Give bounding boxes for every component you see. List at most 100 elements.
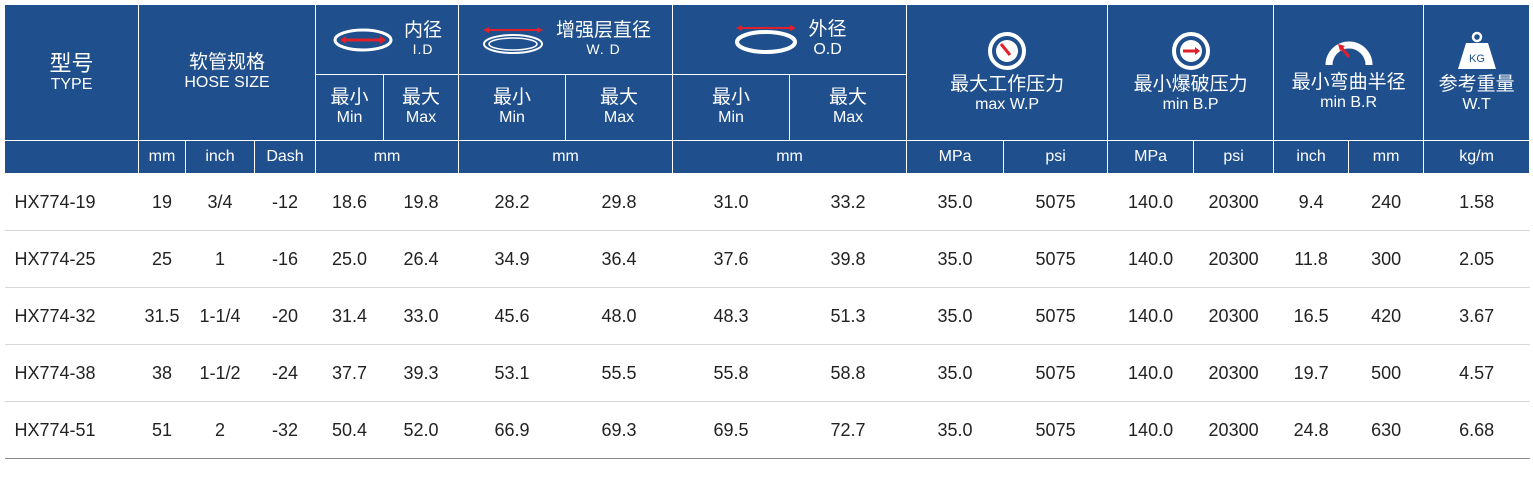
unit-od-mm: mm	[672, 140, 908, 174]
cell-model: HX774-38	[4, 344, 139, 402]
header-wd-en: W. D	[586, 41, 621, 58]
header-hose-size: 软管规格 HOSE SIZE	[137, 4, 317, 141]
cell-od-min: 37.6	[672, 230, 790, 288]
header-od-min: 最小 Min	[672, 74, 791, 141]
header-id-en: I.D	[412, 41, 434, 58]
cell-wp-psi: 5075	[1003, 344, 1108, 402]
cell-bp-mpa: 140.0	[1107, 401, 1194, 459]
header-wd-zh: 增强层直径	[556, 20, 652, 42]
cell-mm: 38	[138, 344, 186, 402]
header-wt: KG 参考重量 W.T	[1423, 4, 1531, 141]
cell-wd-min: 28.2	[458, 173, 566, 231]
header-id-min-zh: 最小	[330, 87, 369, 109]
cell-bp-mpa: 140.0	[1107, 230, 1194, 288]
cell-br-mm: 500	[1348, 344, 1424, 402]
cell-wp-psi: 5075	[1003, 230, 1108, 288]
cell-wp-psi: 5075	[1003, 401, 1108, 459]
cell-br-inch: 16.5	[1273, 287, 1349, 345]
pressure-gauge-icon	[987, 31, 1027, 71]
cell-br-inch: 24.8	[1273, 401, 1349, 459]
table-row: HX774-19 19 3/4 -12 18.6 19.8 28.2 29.8 …	[4, 173, 1530, 231]
header-id-max-zh: 最大	[402, 87, 441, 109]
cell-br-inch: 9.4	[1273, 173, 1349, 231]
header-od-zh: 外径	[808, 19, 847, 41]
header-wd-max-zh: 最大	[600, 87, 639, 109]
cell-bp-psi: 20300	[1193, 287, 1274, 345]
cell-od-max: 72.7	[789, 401, 907, 459]
unit-wp-mpa: MPa	[906, 140, 1005, 174]
cell-model: HX774-32	[4, 287, 139, 345]
weight-icon-label: KG	[1469, 53, 1485, 65]
unit-bp-psi: psi	[1193, 140, 1275, 174]
header-id-max: 最大 Max	[383, 74, 460, 141]
header-bp: 最小爆破压力 min B.P	[1107, 4, 1275, 141]
header-id-zh: 内径	[404, 20, 443, 42]
cell-br-inch: 11.8	[1273, 230, 1349, 288]
cell-mm: 19	[138, 173, 186, 231]
cell-wt: 6.68	[1423, 401, 1530, 459]
cell-bp-psi: 20300	[1193, 401, 1274, 459]
header-od-max: 最大 Max	[789, 74, 908, 141]
header-wp-zh: 最大工作压力	[950, 74, 1065, 96]
cell-mm: 31.5	[138, 287, 186, 345]
cell-dash: -20	[254, 287, 316, 345]
unit-wp-psi: psi	[1003, 140, 1109, 174]
cell-wp-mpa: 35.0	[906, 230, 1004, 288]
header-id-min: 最小 Min	[315, 74, 385, 141]
cell-id-max: 26.4	[383, 230, 459, 288]
header-wt-en: W.T	[1462, 96, 1491, 114]
cell-model: HX774-19	[4, 173, 139, 231]
outer-diameter-icon	[733, 23, 799, 55]
header-hose-size-en: HOSE SIZE	[184, 74, 270, 92]
cell-od-min: 48.3	[672, 287, 790, 345]
cell-od-max: 39.8	[789, 230, 907, 288]
hose-spec-table: 型号 TYPE 软管规格 HOSE SIZE 内径 I.D	[4, 4, 1531, 459]
cell-dash: -24	[254, 344, 316, 402]
unit-wt-kgm: kg/m	[1423, 140, 1531, 174]
cell-mm: 25	[138, 230, 186, 288]
cell-id-min: 31.4	[315, 287, 384, 345]
header-wp: 最大工作压力 max W.P	[906, 4, 1109, 141]
header-wd-min: 最小 Min	[458, 74, 567, 141]
cell-inch: 1-1/2	[185, 344, 255, 402]
header-od-min-en: Min	[718, 109, 744, 127]
header-wd-max-en: Max	[603, 109, 635, 127]
header-od-min-zh: 最小	[712, 87, 751, 109]
cell-id-min: 50.4	[315, 401, 384, 459]
reinforcement-diameter-icon	[480, 24, 546, 56]
cell-wd-max: 55.5	[565, 344, 673, 402]
header-wd-min-en: Min	[499, 109, 525, 127]
cell-bp-mpa: 140.0	[1107, 287, 1194, 345]
unit-hose-inch: inch	[185, 140, 255, 174]
cell-wd-max: 69.3	[565, 401, 673, 459]
header-wp-en: max W.P	[975, 96, 1040, 114]
cell-model: HX774-25	[4, 230, 139, 288]
cell-wd-min: 45.6	[458, 287, 566, 345]
header-od: 外径 O.D	[672, 4, 908, 75]
header-type-zh: 型号	[49, 50, 94, 76]
cell-wd-max: 36.4	[565, 230, 673, 288]
cell-br-mm: 420	[1348, 287, 1424, 345]
cell-inch: 3/4	[185, 173, 255, 231]
header-wd-max: 最大 Max	[565, 74, 674, 141]
table-row: HX774-51 51 2 -32 50.4 52.0 66.9 69.3 69…	[4, 401, 1530, 459]
cell-dash: -16	[254, 230, 316, 288]
table-row: HX774-38 38 1-1/2 -24 37.7 39.3 53.1 55.…	[4, 344, 1530, 402]
cell-bp-mpa: 140.0	[1107, 344, 1194, 402]
header-bp-en: min B.P	[1162, 96, 1219, 114]
header-wt-zh: 参考重量	[1438, 74, 1515, 96]
unit-hose-mm: mm	[138, 140, 186, 174]
unit-hose-dash: Dash	[253, 140, 317, 174]
cell-mm: 51	[138, 401, 186, 459]
cell-od-min: 31.0	[672, 173, 790, 231]
cell-bp-psi: 20300	[1193, 230, 1274, 288]
cell-inch: 1-1/4	[185, 287, 255, 345]
cell-bp-mpa: 140.0	[1107, 173, 1194, 231]
cell-od-max: 58.8	[789, 344, 907, 402]
unit-br-mm: mm	[1348, 140, 1425, 174]
cell-wd-max: 29.8	[565, 173, 673, 231]
unit-type-blank	[4, 140, 139, 174]
cell-id-max: 52.0	[383, 401, 459, 459]
header-type-en: TYPE	[50, 75, 93, 93]
cell-wd-max: 48.0	[565, 287, 673, 345]
